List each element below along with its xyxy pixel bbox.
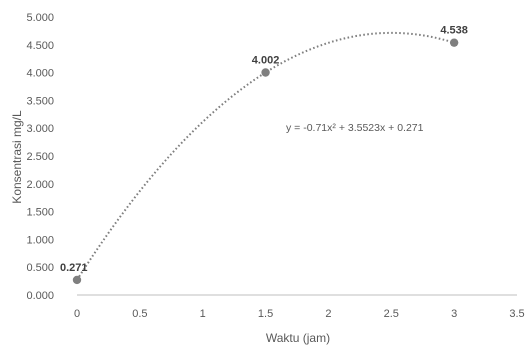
y-axis-title: Konsentrasi mg/L xyxy=(10,110,24,204)
data-labels: 0.271 4.002 4.538 xyxy=(60,25,468,274)
y-axis-tick-labels: 0.000 0.500 1.000 1.500 2.000 2.500 3.000 3.500… xyxy=(26,12,54,302)
y-tick-label: 4.000 xyxy=(26,68,54,80)
y-tick-label: 4.500 xyxy=(26,40,54,52)
x-tick-label: 0.5 xyxy=(132,308,147,320)
x-tick-label: 0 xyxy=(74,308,80,320)
trendline xyxy=(76,31,455,281)
x-axis-tick-labels: 0 0.5 1 1.5 2 2.5 3 3.5 xyxy=(74,308,525,320)
y-tick-label: 2.500 xyxy=(26,151,54,163)
data-point xyxy=(449,38,459,47)
y-tick-label: 3.500 xyxy=(26,95,54,107)
x-tick-label: 2 xyxy=(325,308,331,320)
data-label: 0.271 xyxy=(60,262,88,274)
data-points xyxy=(72,38,459,285)
x-tick-label: 3.5 xyxy=(509,308,524,320)
data-point xyxy=(261,68,270,77)
x-tick-label: 1 xyxy=(200,308,206,320)
data-point xyxy=(72,275,82,285)
data-label: 4.002 xyxy=(252,54,280,66)
x-tick-label: 3 xyxy=(451,308,457,320)
y-tick-label: 0.000 xyxy=(26,290,54,302)
y-tick-label: 0.500 xyxy=(26,262,54,274)
x-axis-title: Waktu (jam) xyxy=(266,331,330,345)
y-tick-label: 3.000 xyxy=(26,123,54,135)
trendline-equation: y = -0.71x² + 3.5523x + 0.271 xyxy=(286,122,424,134)
y-tick-label: 1.500 xyxy=(26,207,54,219)
y-tick-label: 1.000 xyxy=(26,234,54,246)
y-tick-label: 5.000 xyxy=(26,12,54,24)
y-tick-label: 2.000 xyxy=(26,179,54,191)
x-tick-label: 1.5 xyxy=(258,308,273,320)
data-label: 4.538 xyxy=(440,25,468,37)
x-tick-label: 2.5 xyxy=(384,308,399,320)
